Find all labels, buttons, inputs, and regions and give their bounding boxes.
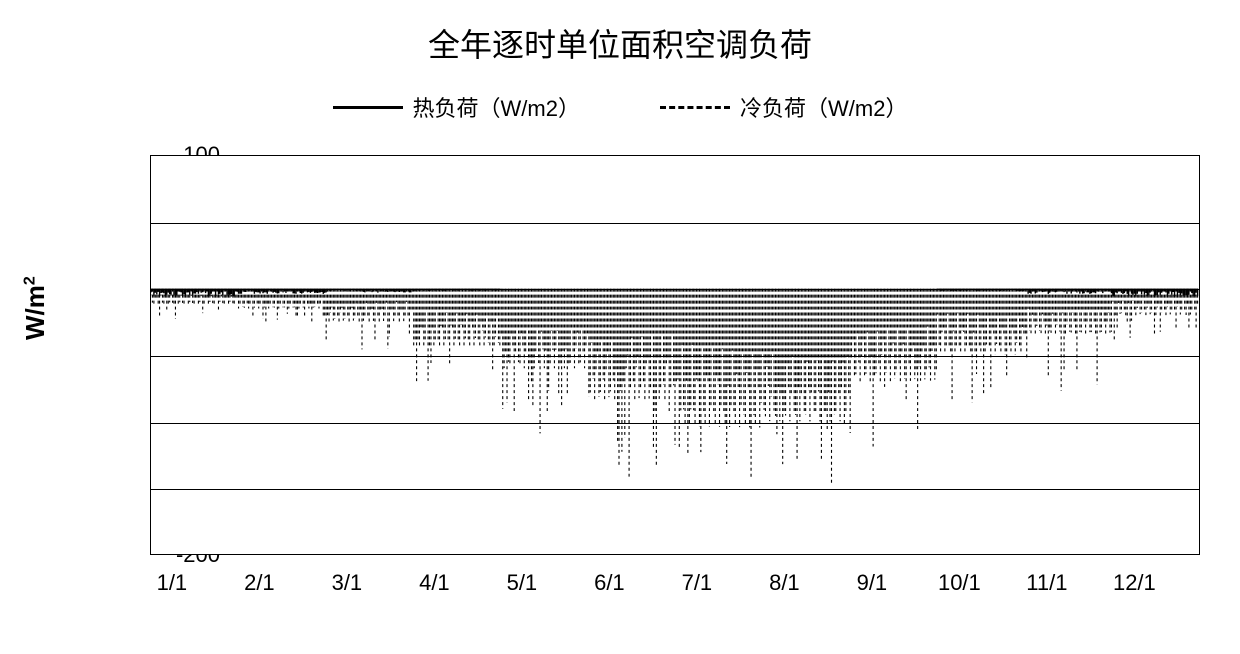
x-tick: 5/1 bbox=[507, 570, 538, 596]
y-axis-label: W/m2 bbox=[20, 276, 51, 340]
data-svg bbox=[151, 156, 1199, 554]
x-tick: 1/1 bbox=[157, 570, 188, 596]
legend-item-cold: 冷负荷（W/m2） bbox=[660, 91, 907, 123]
legend-line-solid bbox=[333, 106, 403, 109]
x-tick: 10/1 bbox=[938, 570, 981, 596]
gridline bbox=[151, 356, 1199, 357]
gridline bbox=[151, 423, 1199, 424]
x-tick: 8/1 bbox=[769, 570, 800, 596]
chart-legend: 热负荷（W/m2） 冷负荷（W/m2） bbox=[0, 91, 1240, 123]
legend-item-heat: 热负荷（W/m2） bbox=[333, 91, 580, 123]
gridline bbox=[151, 223, 1199, 224]
legend-label-cold: 冷负荷（W/m2） bbox=[740, 91, 907, 123]
chart-container: 全年逐时单位面积空调负荷 热负荷（W/m2） 冷负荷（W/m2） W/m2 10… bbox=[0, 0, 1240, 654]
x-tick: 6/1 bbox=[594, 570, 625, 596]
x-tick: 12/1 bbox=[1113, 570, 1156, 596]
x-tick: 4/1 bbox=[419, 570, 450, 596]
legend-label-heat: 热负荷（W/m2） bbox=[413, 91, 580, 123]
x-tick: 3/1 bbox=[332, 570, 363, 596]
x-tick: 7/1 bbox=[682, 570, 713, 596]
legend-line-dashed bbox=[660, 106, 730, 109]
chart-area: 100500-50-100-150-200 1/12/13/14/15/16/1… bbox=[70, 155, 1200, 615]
x-tick: 11/1 bbox=[1026, 570, 1067, 596]
x-tick: 9/1 bbox=[857, 570, 888, 596]
chart-title: 全年逐时单位面积空调负荷 bbox=[0, 0, 1240, 66]
gridline bbox=[151, 489, 1199, 490]
gridline bbox=[151, 289, 1199, 290]
plot-area bbox=[150, 155, 1200, 555]
x-tick: 2/1 bbox=[244, 570, 275, 596]
cold-load-series bbox=[151, 289, 1198, 484]
